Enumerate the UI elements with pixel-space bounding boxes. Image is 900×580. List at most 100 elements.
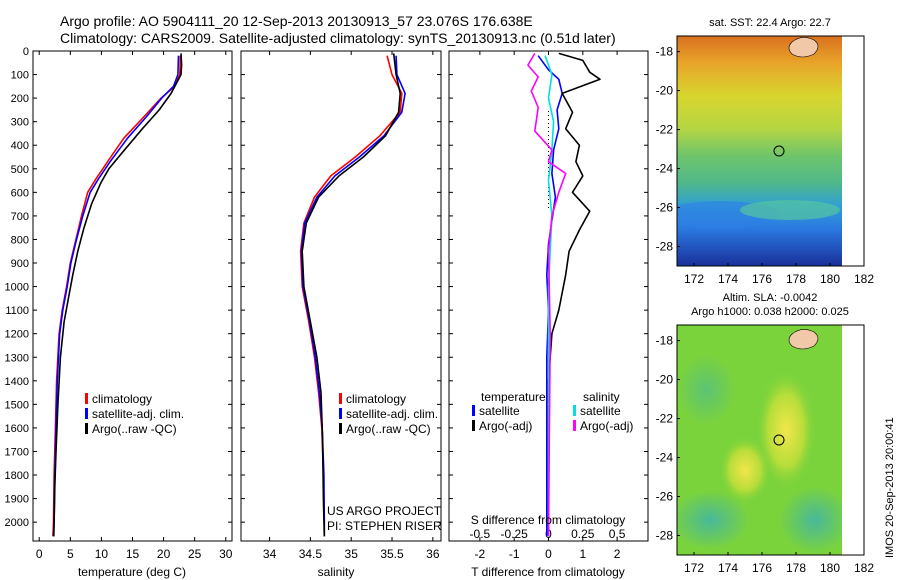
- depth-tick-label: 1400: [5, 376, 29, 388]
- x-tick-label: 15: [126, 547, 140, 561]
- depth-tick-label: 500: [11, 164, 29, 176]
- depth-tick-label: 1900: [5, 494, 29, 506]
- map-y-tick-label: -18: [656, 334, 674, 348]
- sla-low-anomaly-2: [779, 486, 842, 554]
- salinity-panel-frame: [240, 50, 442, 542]
- sla-low-anomaly: [677, 490, 750, 550]
- series-salinity-satellite: [544, 55, 555, 537]
- argo-position-marker: [773, 434, 785, 446]
- temperature-xlabel: temperature (deg C): [78, 565, 186, 579]
- sla-high-anomaly: [756, 370, 816, 490]
- depth-tick-label: 1100: [5, 305, 29, 317]
- map-y-tick-label: -28: [656, 529, 674, 543]
- series-climatology: [299, 55, 403, 537]
- depth-tick-label: 800: [11, 234, 29, 246]
- legend-label-s-argo: Argo(-adj): [580, 419, 633, 433]
- depth-tick-label: 1200: [5, 329, 29, 341]
- difference-legend: temperature satellite Argo(-adj) salinit…: [472, 390, 633, 433]
- pi-annotation: PI: STEPHEN RISER: [327, 519, 442, 533]
- map-x-tick-label: 180: [820, 561, 840, 575]
- map-x-tick-label: 180: [820, 272, 840, 286]
- sst-map-axes: 172 174 176 178 180 182 -18 -20 -22 -24 -26 -28: [656, 45, 875, 286]
- legend-label-climatology: climatology: [92, 392, 152, 406]
- sla-high-anomaly-2: [719, 436, 771, 504]
- salinity-chart: 34 34.5 35 35.5 36: [263, 51, 440, 561]
- map-x-tick-label: 182: [854, 561, 874, 575]
- legend-swatch-satellite: [339, 408, 342, 419]
- depth-tick-label: 0: [23, 46, 29, 58]
- x-tick-label: 0: [545, 547, 552, 561]
- legend-label-satellite: satellite-adj. clim.: [346, 407, 438, 421]
- map-x-tick-label: 174: [718, 272, 738, 286]
- map-x-tick-label: 178: [786, 561, 806, 575]
- sla-map-subtitle: Argo h1000: 0.038 h2000: 0.025: [691, 306, 849, 318]
- series-climatology: [52, 55, 182, 537]
- imos-timestamp: IMOS 20-Sep-2013 20:00:41: [884, 417, 896, 558]
- legend-swatch-climatology: [339, 393, 342, 404]
- x-tick-label: 20: [157, 547, 171, 561]
- sla-map-frame: [676, 324, 865, 556]
- legend-label-climatology: climatology: [346, 392, 406, 406]
- legend-label-satellite: satellite-adj. clim.: [92, 407, 184, 421]
- header-line-2: Climatology: CARS2009. Satellite-adjuste…: [60, 30, 616, 46]
- sst-map-field: [677, 36, 842, 266]
- sst-map: [677, 36, 864, 266]
- depth-tick-label: 200: [11, 93, 29, 105]
- legend-swatch-argo: [339, 423, 342, 434]
- x-tick-label: 5: [67, 547, 74, 561]
- depth-tick-label: 1300: [5, 352, 29, 364]
- series-argo-raw-qc: [53, 53, 183, 537]
- x-tick-label: 2: [614, 547, 621, 561]
- project-annotation: US ARGO PROJECT: [327, 504, 442, 518]
- depth-tick-label: 400: [11, 140, 29, 152]
- depth-tick-label: 1700: [5, 446, 29, 458]
- legend-label-t-argo: Argo(-adj): [479, 419, 532, 433]
- map-y-tick-label: -22: [656, 412, 674, 426]
- sst-green-band: [740, 200, 840, 220]
- depth-tick-label: 1600: [5, 423, 29, 435]
- map-x-tick-label: 172: [684, 561, 704, 575]
- x-tick-label: 34: [263, 547, 277, 561]
- depth-tick-label: 100: [11, 70, 29, 82]
- map-x-tick-label: 176: [752, 561, 772, 575]
- sla-map: [677, 325, 842, 555]
- legend-swatch-t-satellite: [472, 405, 475, 416]
- x-tick-label: 34.5: [299, 547, 323, 561]
- map-y-tick-label: -24: [656, 451, 674, 465]
- sst-land-gap: [844, 36, 864, 266]
- depth-tick-label: 1000: [5, 282, 29, 294]
- difference-chart: -2 -1 0 1 2-0.5 -0.25 0 0.25 0.5: [470, 51, 626, 561]
- series-temperature-satellite: [537, 55, 564, 537]
- salinity-legend: climatology satellite-adj. clim. Argo(..…: [327, 392, 442, 533]
- map-x-tick-label: 178: [786, 272, 806, 286]
- x-tick-label: 1: [579, 547, 586, 561]
- depth-tick-label: 900: [11, 258, 29, 270]
- sla-map-title: Altim. SLA: -0.0042: [723, 292, 818, 304]
- legend-swatch-argo: [85, 423, 88, 434]
- header-line-1: Argo profile: AO 5904111_20 12-Sep-2013 …: [60, 13, 533, 29]
- x-tick-label: 25: [188, 547, 202, 561]
- depth-tick-label: 1500: [5, 399, 29, 411]
- series-salinity-argo-adj: [527, 52, 567, 537]
- x-tick-label: -2: [475, 547, 486, 561]
- island-fiji: [788, 329, 819, 350]
- sst-map-frame: [676, 35, 865, 267]
- map-x-tick-label: 174: [718, 561, 738, 575]
- sla-map-axes: 172 174 176 178 180 182 -18 -20 -22 -24 -26 -28: [656, 334, 875, 575]
- map-y-tick-label: -28: [656, 240, 674, 254]
- legend-swatch-t-argo: [472, 420, 475, 431]
- depth-tick-label: 300: [11, 117, 29, 129]
- depth-tick-label: 600: [11, 187, 29, 199]
- x-tick-label: 0: [36, 547, 43, 561]
- salinity-xlabel: salinity: [318, 565, 355, 579]
- island-fiji: [788, 37, 819, 58]
- x-tick-label: 10: [95, 547, 109, 561]
- x2-tick-label: -0.25: [501, 527, 529, 541]
- map-y-tick-label: -26: [656, 201, 674, 215]
- map-y-tick-label: -20: [656, 373, 674, 387]
- x-tick-label: -1: [509, 547, 520, 561]
- x2-tick-label: 0.5: [609, 527, 626, 541]
- argo-position-marker: [773, 145, 785, 157]
- x-tick-label: 30: [219, 547, 233, 561]
- temperature-legend: climatology satellite-adj. clim. Argo(..…: [85, 392, 184, 436]
